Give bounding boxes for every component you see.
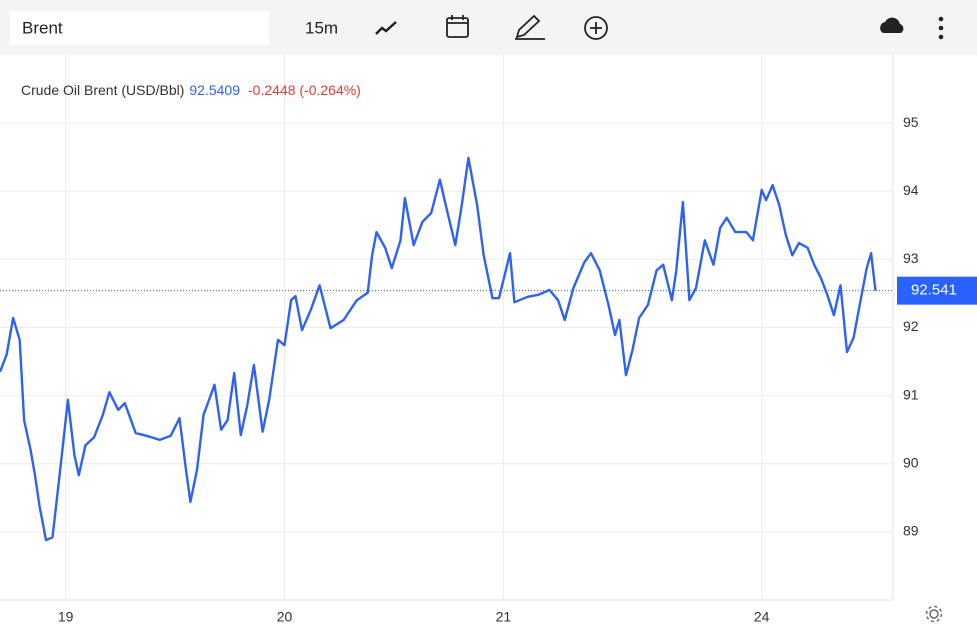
y-tick-label: 93: [903, 250, 919, 266]
calendar-icon[interactable]: [446, 15, 469, 38]
menu-icon[interactable]: [938, 16, 944, 40]
x-tick-label: 24: [754, 609, 770, 625]
symbol-input[interactable]: [10, 11, 269, 45]
x-tick-label: 20: [277, 609, 293, 625]
last-price: 92.5409: [189, 82, 240, 98]
y-tick-label: 89: [903, 523, 919, 539]
settings-icon[interactable]: [925, 605, 943, 623]
y-tick-label: 95: [903, 114, 919, 130]
change: -0.2448 (-0.264%): [248, 82, 361, 98]
last-price-box: [897, 276, 977, 305]
last-price-label: 92.541: [911, 282, 957, 299]
draw-icon[interactable]: [515, 14, 545, 40]
series-name: Crude Oil Brent (USD/Bbl): [21, 82, 184, 98]
price-line: [0, 156, 877, 542]
chart-type-icon[interactable]: [375, 21, 397, 35]
y-tick-label: 90: [903, 454, 919, 470]
y-tick-label: 92: [903, 318, 919, 334]
add-icon[interactable]: [584, 16, 608, 40]
interval[interactable]: 15m: [305, 18, 338, 37]
x-tick-label: 21: [496, 609, 512, 625]
x-tick-label: 19: [58, 609, 74, 625]
legend: Crude Oil Brent (USD/Bbl) 92.5409 -0.2448 …: [21, 82, 361, 98]
download-icon[interactable]: [880, 17, 904, 33]
y-tick-label: 94: [903, 182, 919, 198]
symbol[interactable]: Brent: [22, 18, 63, 37]
y-tick-label: 91: [903, 386, 919, 402]
